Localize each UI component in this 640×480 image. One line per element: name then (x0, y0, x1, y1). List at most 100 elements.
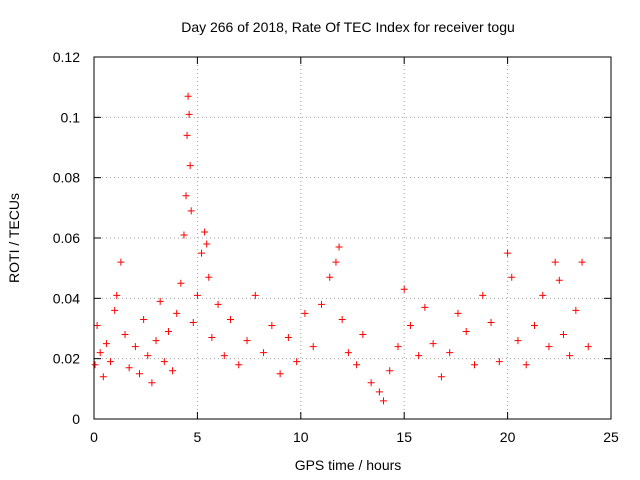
data-point (185, 110, 193, 118)
data-point (380, 397, 388, 405)
data-point (344, 349, 352, 357)
data-point (353, 361, 361, 369)
data-point (203, 240, 211, 248)
data-point (187, 207, 195, 215)
x-axis-label: GPS time / hours (295, 457, 402, 473)
data-point (91, 361, 99, 369)
x-tick-label: 20 (500, 429, 516, 445)
data-point (251, 291, 259, 299)
data-point (135, 370, 143, 378)
data-point (214, 300, 222, 308)
data-point (164, 328, 172, 336)
data-point (189, 318, 197, 326)
data-point (572, 306, 580, 314)
data-point (173, 309, 181, 317)
data-point (140, 315, 148, 323)
data-point (584, 343, 592, 351)
data-point (375, 388, 383, 396)
data-point (201, 228, 209, 236)
data-point (437, 373, 445, 381)
x-tick-label: 15 (396, 429, 412, 445)
data-point (152, 337, 160, 345)
data-point (183, 131, 191, 139)
data-point (522, 361, 530, 369)
data-point (260, 349, 268, 357)
data-point (504, 249, 512, 257)
y-tick-label: 0.08 (53, 170, 80, 186)
y-tick-label: 0.02 (53, 351, 80, 367)
ticks-layer: 0 5 10 15 20 25 0 0.02 0.04 0.06 0.08 0.1 0.12 (53, 49, 619, 445)
grid-layer (94, 57, 611, 419)
data-point (309, 343, 317, 351)
data-point (186, 162, 194, 170)
data-point (193, 291, 201, 299)
data-point (93, 321, 101, 329)
data-point (113, 291, 121, 299)
data-point (338, 315, 346, 323)
data-point (177, 279, 185, 287)
data-point (508, 273, 516, 281)
data-point (180, 231, 188, 239)
data-point (326, 273, 334, 281)
data-point (102, 340, 110, 348)
data-point (578, 258, 586, 266)
data-point (276, 370, 284, 378)
y-tick-label: 0.06 (53, 230, 80, 246)
y-tick-label: 0.12 (53, 49, 80, 65)
data-point (421, 303, 429, 311)
data-point (301, 309, 309, 317)
data-point (429, 340, 437, 348)
data-point (131, 343, 139, 351)
data-point (332, 258, 340, 266)
data-point (184, 92, 192, 100)
x-tick-label: 5 (194, 429, 202, 445)
data-point (111, 306, 119, 314)
data-point (566, 352, 574, 360)
data-point (169, 367, 177, 375)
data-point (317, 300, 325, 308)
y-axis-label: ROTI / TECUs (6, 193, 22, 283)
data-point (99, 373, 107, 381)
data-point (268, 321, 276, 329)
data-point (462, 328, 470, 336)
data-point (96, 349, 104, 357)
data-point (406, 321, 414, 329)
data-point (125, 364, 133, 372)
data-point (400, 285, 408, 293)
chart-title: Day 266 of 2018, Rate Of TEC Index for r… (181, 19, 515, 35)
data-point (454, 309, 462, 317)
data-points (91, 92, 592, 405)
data-point (495, 358, 503, 366)
x-tick-label: 10 (293, 429, 309, 445)
data-point (471, 361, 479, 369)
data-point (117, 258, 125, 266)
data-point (148, 379, 156, 387)
data-point (160, 358, 168, 366)
data-point (367, 379, 375, 387)
data-point (559, 331, 567, 339)
data-point (530, 321, 538, 329)
data-point (121, 331, 129, 339)
data-point (235, 361, 243, 369)
data-point (226, 315, 234, 323)
data-point (293, 358, 301, 366)
data-point (551, 258, 559, 266)
data-point (284, 334, 292, 342)
data-point (479, 291, 487, 299)
data-point (182, 192, 190, 200)
data-point (545, 343, 553, 351)
data-point (555, 276, 563, 284)
data-point (415, 352, 423, 360)
data-point (359, 331, 367, 339)
x-tick-label: 25 (603, 429, 619, 445)
data-point (487, 318, 495, 326)
data-point (107, 358, 115, 366)
y-tick-label: 0.1 (61, 109, 81, 125)
data-point (205, 273, 213, 281)
x-tick-label: 0 (90, 429, 98, 445)
data-point (156, 297, 164, 305)
data-point (394, 343, 402, 351)
data-point (514, 337, 522, 345)
data-point (198, 249, 206, 257)
